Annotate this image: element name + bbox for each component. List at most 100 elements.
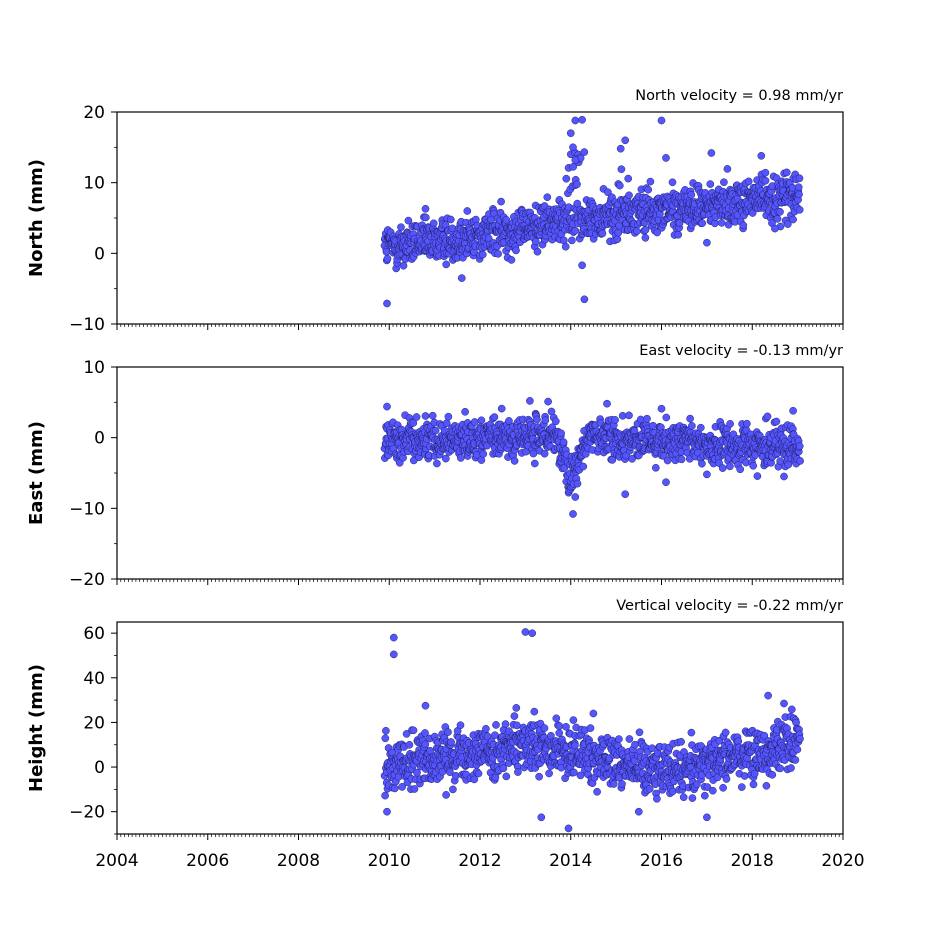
- north-data-point: [580, 148, 589, 156]
- north-outlier-point: [771, 224, 779, 233]
- east-data-point: [651, 463, 660, 472]
- height-outlier-point: [780, 699, 788, 708]
- east-data-point: [677, 455, 686, 464]
- north-data-point: [463, 207, 472, 215]
- north-data-point: [598, 229, 607, 238]
- north-data-point: [783, 220, 792, 228]
- height-data-point: [791, 756, 800, 764]
- north-outlier-point: [421, 204, 430, 213]
- north-outlier-point: [757, 151, 766, 160]
- height-data-point: [442, 791, 450, 799]
- height-data-point: [410, 785, 419, 793]
- height-data-point: [569, 716, 578, 724]
- height-data-point: [749, 780, 758, 789]
- height-data-point: [570, 768, 578, 777]
- east-outlier-point: [383, 402, 391, 411]
- north-data-point: [604, 188, 612, 197]
- north-data-point: [789, 215, 797, 224]
- height-data-point: [562, 722, 570, 731]
- north-data-point: [761, 176, 770, 185]
- east-data-point: [625, 411, 633, 420]
- height-outlier-point: [521, 628, 530, 636]
- height-data-point: [645, 785, 654, 793]
- north-data-point: [382, 248, 391, 256]
- year-tick-label: 2010: [368, 851, 411, 871]
- east-outlier-point: [657, 404, 666, 413]
- height-data-point: [700, 791, 709, 800]
- east-ytick-label: −20: [69, 570, 105, 590]
- height-data-point: [787, 705, 796, 714]
- height-outlier-point: [589, 709, 598, 718]
- height-outlier-point: [564, 824, 573, 833]
- height-data-point: [545, 769, 553, 778]
- height-data-point: [381, 791, 389, 800]
- height-data-point: [677, 737, 685, 746]
- north-data-point: [795, 174, 804, 183]
- height-data-point: [593, 787, 601, 796]
- north-data-point: [543, 193, 552, 202]
- east-outlier-point: [571, 493, 580, 501]
- east-data-point: [428, 411, 437, 420]
- height-data-point: [688, 794, 697, 802]
- height-plot-frame: [116, 621, 844, 835]
- north-data-point: [646, 177, 655, 186]
- north-data-point: [723, 165, 732, 173]
- east-ticks: 10 0 −10 −20: [69, 358, 844, 590]
- height-data-point: [382, 726, 390, 735]
- north-outlier-point: [578, 115, 586, 124]
- height-data-point: [492, 721, 500, 729]
- north-ytick-label: −10: [69, 315, 105, 335]
- east-outlier-point: [569, 510, 577, 518]
- height-data-point: [449, 785, 457, 794]
- east-outlier-point: [526, 397, 534, 405]
- north-data-point: [668, 178, 677, 187]
- north-data-point: [571, 226, 580, 235]
- height-data-point: [796, 734, 804, 743]
- east-data-point: [497, 404, 506, 413]
- height-velocity-label: Vertical velocity = -0.22 mm/yr: [616, 598, 843, 614]
- height-ytick-label: 40: [83, 669, 105, 689]
- height-data-point: [530, 707, 539, 716]
- height-data-point: [719, 783, 727, 792]
- north-data-point: [383, 254, 392, 263]
- north-data-point: [397, 223, 405, 232]
- north-data-point: [739, 221, 748, 230]
- height-data-point: [555, 729, 564, 737]
- east-data-point: [441, 454, 450, 463]
- east-outlier-point: [662, 478, 670, 487]
- east-data-point: [573, 479, 582, 488]
- height-data-point: [447, 738, 455, 746]
- north-outlier-point: [457, 274, 466, 282]
- north-data-point: [717, 218, 726, 227]
- year-tick-label: 2006: [186, 851, 229, 871]
- north-data-point: [720, 178, 728, 187]
- north-velocity-label: North velocity = 0.98 mm/yr: [635, 88, 843, 104]
- north-data-point: [644, 185, 653, 194]
- north-data-point: [674, 230, 683, 239]
- east-ytick-label: 0: [94, 429, 105, 449]
- height-outlier-point: [703, 813, 711, 822]
- height-data-point: [618, 780, 626, 788]
- east-data-point: [479, 450, 488, 458]
- north-ytick-label: 20: [83, 103, 105, 123]
- height-outlier-point: [421, 701, 430, 710]
- height-data-point: [586, 724, 595, 732]
- north-data-point: [625, 191, 633, 200]
- east-panel: 10 0 −10 −20 East velocity = -0.13 mm/yr Ea…: [26, 343, 844, 590]
- east-data-point: [551, 417, 560, 426]
- height-data-point: [625, 735, 634, 743]
- height-data-point: [510, 712, 519, 720]
- east-velocity-label: East velocity = -0.13 mm/yr: [639, 343, 843, 359]
- north-data-point: [568, 236, 576, 245]
- north-data-point: [421, 213, 430, 222]
- height-panel: 60 40 20 0 −20 2004 2006 2008 2010 2012 2014 2016 20…: [26, 598, 865, 871]
- north-data-point: [617, 165, 626, 174]
- east-data-point: [579, 462, 588, 471]
- north-data-point: [562, 174, 571, 183]
- height-data-point: [381, 734, 390, 743]
- height-data-point: [653, 794, 661, 803]
- height-outlier-point: [528, 629, 537, 638]
- east-data-point: [530, 459, 539, 468]
- height-data-point: [762, 781, 771, 790]
- height-data-point: [501, 720, 510, 728]
